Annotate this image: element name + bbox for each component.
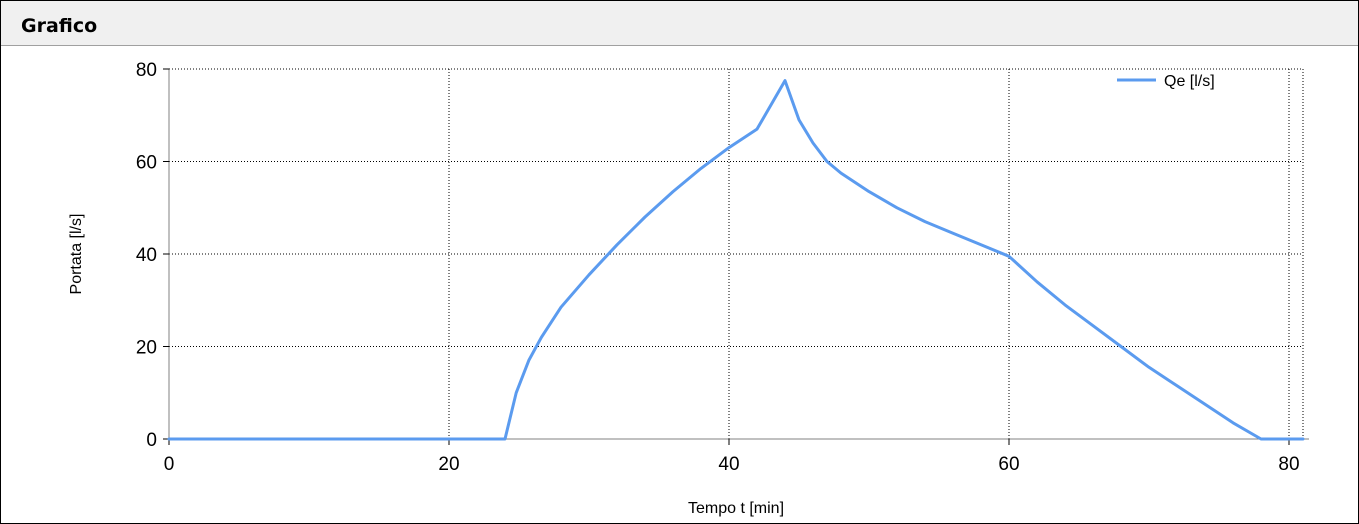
y-tick-label-4: 80 bbox=[136, 60, 157, 81]
legend-label-qe: Qe [l/s] bbox=[1164, 73, 1215, 90]
panel-header: Grafico bbox=[1, 1, 1358, 46]
y-tick-label-3: 60 bbox=[136, 153, 157, 174]
series-group bbox=[167, 79, 1305, 441]
x-tick-label-2: 40 bbox=[718, 454, 739, 475]
x-tick-label-4: 80 bbox=[1278, 454, 1299, 475]
panel-title: Grafico bbox=[21, 15, 98, 37]
y-tick-label-0: 0 bbox=[146, 430, 157, 451]
x-tick-label-1: 20 bbox=[438, 454, 459, 475]
x-tick-label-3: 60 bbox=[998, 454, 1019, 475]
y-tick-label-1: 20 bbox=[136, 338, 157, 359]
x-tick-labels: 0 20 40 60 80 bbox=[164, 454, 1300, 475]
grid-lines bbox=[169, 68, 1304, 439]
x-axis-title: Tempo t [min] bbox=[688, 500, 784, 517]
x-tick-label-0: 0 bbox=[164, 454, 175, 475]
y-axis-title: Portata [l/s] bbox=[68, 214, 85, 295]
series-line-0 bbox=[167, 79, 1305, 441]
y-tick-labels: 0 20 40 60 80 bbox=[136, 60, 157, 451]
legend: Qe [l/s] bbox=[1117, 73, 1215, 90]
y-tick-label-2: 40 bbox=[136, 245, 157, 266]
